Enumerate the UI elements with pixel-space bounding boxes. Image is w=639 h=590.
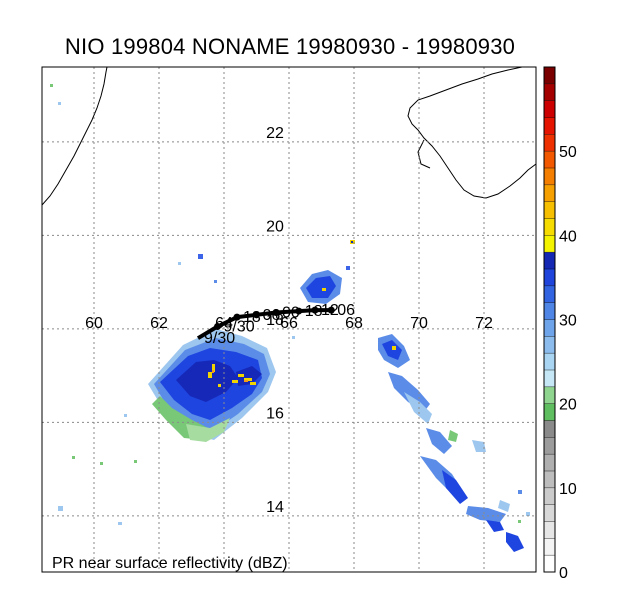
- track-time-label: 18: [305, 303, 323, 320]
- colorbar-swatch: [544, 83, 555, 101]
- colorbar-swatch: [544, 252, 555, 269]
- track-point: [272, 308, 280, 316]
- colorbar-swatch: [544, 151, 555, 168]
- track-time-label: 06: [263, 307, 281, 324]
- track-time-label: 18: [243, 309, 261, 326]
- lat-label: 14: [266, 499, 284, 516]
- colorbar-label: 20: [559, 397, 577, 414]
- colorbar-ticks: 0 10 20 30 40 50: [559, 144, 577, 582]
- latitude-labels: 14 16 18 20 22: [266, 125, 284, 516]
- plot-frame: [41, 66, 537, 573]
- colorbar-swatch: [544, 235, 555, 253]
- colorbar-swatch: [544, 269, 555, 286]
- colorbar-swatch: [544, 487, 555, 505]
- lon-label: 64: [215, 315, 233, 332]
- colorbar-swatch: [544, 336, 555, 354]
- colorbar-swatch: [544, 218, 555, 236]
- lon-label: 66: [280, 315, 298, 332]
- colorbar-label: 10: [559, 481, 577, 498]
- graticule: [42, 67, 536, 572]
- caption: PR near surface reflectivity (dBZ): [52, 555, 288, 572]
- lon-label: 72: [475, 315, 493, 332]
- colorbar-swatch: [544, 521, 555, 539]
- longitude-labels: 60 62 64 66 68 70 72: [85, 315, 493, 332]
- track-point: [311, 306, 319, 314]
- track-time-label: 12: [321, 302, 339, 319]
- track-point: [233, 313, 241, 321]
- colorbar-swatch: [544, 454, 555, 471]
- track-time-label: 9/30: [224, 319, 255, 336]
- colorbar-swatch: [544, 555, 555, 572]
- lon-label: 62: [150, 315, 168, 332]
- lat-label: 18: [266, 312, 284, 329]
- lon-label: 60: [85, 315, 103, 332]
- colorbar-label: 50: [559, 144, 577, 161]
- track-time-label: 00: [282, 304, 300, 321]
- track-point: [253, 311, 260, 319]
- colorbar-swatch: [544, 201, 555, 219]
- colorbar-label: 30: [559, 313, 577, 330]
- colorbar-swatch: [544, 370, 555, 387]
- track-point: [295, 307, 303, 315]
- colorbar-swatch: [544, 319, 555, 337]
- lon-label: 70: [410, 315, 428, 332]
- colorbar-swatch: [544, 117, 555, 135]
- track-point: [327, 306, 335, 314]
- colorbar-swatch: [544, 420, 555, 438]
- colorbar-swatch: [544, 184, 555, 202]
- colorbar-frame: [543, 66, 556, 573]
- lat-label: 16: [266, 405, 284, 422]
- colorbar-swatch: [544, 353, 555, 370]
- colorbar-swatch: [544, 386, 555, 404]
- colorbar-label: 40: [559, 228, 577, 245]
- colorbar-swatch: [544, 437, 555, 455]
- colorbar-swatch: [544, 403, 555, 421]
- colorbar-swatch: [544, 538, 555, 556]
- colorbar-swatch: [544, 504, 555, 522]
- lat-label: 20: [266, 218, 284, 235]
- colorbar-swatch: [544, 168, 555, 185]
- track-time-label: 06: [337, 302, 355, 319]
- colorbar-swatch: [544, 471, 555, 488]
- lat-label: 22: [266, 125, 284, 142]
- colorbar-swatch: [544, 285, 555, 303]
- colorbar-swatch: [544, 67, 555, 84]
- track-time-label: 9/30: [204, 330, 235, 347]
- colorbar: [544, 67, 555, 572]
- lon-label: 68: [345, 315, 363, 332]
- colorbar-swatch: [544, 134, 555, 152]
- colorbar-label: 0: [559, 565, 568, 582]
- map-title: NIO 199804 NONAME 19980930 - 19980930: [64, 34, 516, 59]
- track-point: [214, 323, 221, 331]
- colorbar-swatch: [544, 100, 555, 118]
- colorbar-swatch: [544, 302, 555, 320]
